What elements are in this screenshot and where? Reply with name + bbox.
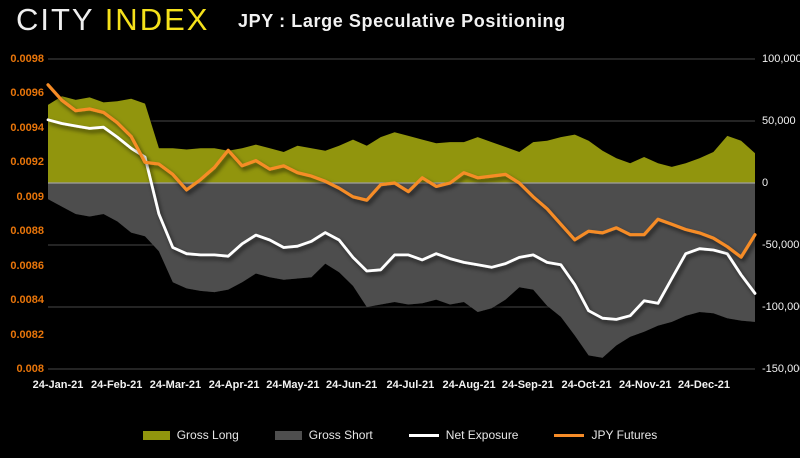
left-axis-tick: 0.0086 bbox=[10, 259, 44, 272]
gross-long-swatch-icon bbox=[142, 430, 170, 440]
x-axis-label: 24-Jan-21 bbox=[32, 379, 84, 391]
right-axis-tick: 50,000 bbox=[762, 115, 796, 127]
left-axis-tick: 0.009 bbox=[16, 190, 44, 203]
legend-label: Gross Long bbox=[176, 428, 239, 442]
legend-item-gross-long: Gross Long bbox=[142, 428, 239, 442]
legend-label: Gross Short bbox=[308, 428, 373, 442]
x-axis-label: 24-Sep-21 bbox=[501, 379, 554, 391]
left-axis-tick: 0.0096 bbox=[10, 87, 44, 100]
x-axis-label: 24-Oct-21 bbox=[561, 379, 612, 391]
x-axis-label: 24-Aug-21 bbox=[442, 379, 496, 391]
left-axis-tick: 0.0088 bbox=[10, 225, 44, 238]
legend-item-jpy-futures: JPY Futures bbox=[554, 428, 657, 442]
left-axis-tick: 0.0084 bbox=[10, 294, 44, 307]
x-axis-label: 24-Dec-21 bbox=[678, 379, 730, 391]
city-index-logo: CITY INDEX bbox=[16, 2, 209, 38]
x-axis-label: 24-Feb-21 bbox=[91, 379, 143, 391]
left-axis-tick: 0.0094 bbox=[10, 121, 44, 134]
chart-title: JPY : Large Speculative Positioning bbox=[238, 11, 566, 31]
jpy-futures-swatch-icon bbox=[554, 433, 585, 437]
x-axis-label: 24-May-21 bbox=[266, 379, 320, 391]
logo-index-text: INDEX bbox=[104, 2, 210, 37]
left-axis-tick: 0.0098 bbox=[10, 53, 44, 65]
legend-label: JPY Futures bbox=[591, 428, 658, 442]
x-axis-label: 24-Nov-21 bbox=[618, 379, 672, 391]
net-exposure-swatch-icon bbox=[408, 433, 439, 437]
right-axis-tick: -150,000 bbox=[762, 363, 800, 375]
right-axis-tick: 0 bbox=[762, 177, 769, 189]
right-axis-tick: 100,000 bbox=[762, 53, 800, 65]
logo-city-text: CITY bbox=[16, 2, 95, 37]
right-axis-tick: -50,000 bbox=[762, 239, 800, 251]
left-axis-tick: 0.0092 bbox=[10, 156, 44, 169]
x-axis-label: 24-Jun-21 bbox=[325, 379, 378, 391]
x-axis-label: 24-Jul-21 bbox=[386, 379, 435, 391]
legend-label: Net Exposure bbox=[445, 428, 519, 442]
gross-short-swatch-icon bbox=[274, 430, 302, 440]
left-axis-tick: 0.008 bbox=[16, 363, 44, 375]
x-axis-label: 24-Apr-21 bbox=[208, 379, 260, 391]
x-axis-label: 24-Mar-21 bbox=[149, 379, 202, 391]
legend-item-net-exposure: Net Exposure bbox=[408, 428, 519, 442]
legend: Gross Long Gross Short Net Exposure JPY … bbox=[0, 428, 800, 442]
legend-item-gross-short: Gross Short bbox=[274, 428, 373, 442]
left-axis-tick: 0.0082 bbox=[10, 328, 44, 341]
right-axis-tick: -100,000 bbox=[762, 301, 800, 313]
